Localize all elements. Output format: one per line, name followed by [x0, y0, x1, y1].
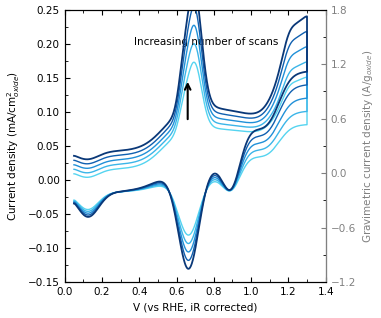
Text: Increasing number of scans: Increasing number of scans	[134, 37, 278, 47]
Y-axis label: Current density (mA/cm$^2_{oxide}$): Current density (mA/cm$^2_{oxide}$)	[6, 71, 22, 221]
Y-axis label: Gravimetric current density (A/g$_{oxide}$): Gravimetric current density (A/g$_{oxide…	[362, 49, 375, 243]
X-axis label: V (vs RHE, iR corrected): V (vs RHE, iR corrected)	[133, 302, 257, 313]
